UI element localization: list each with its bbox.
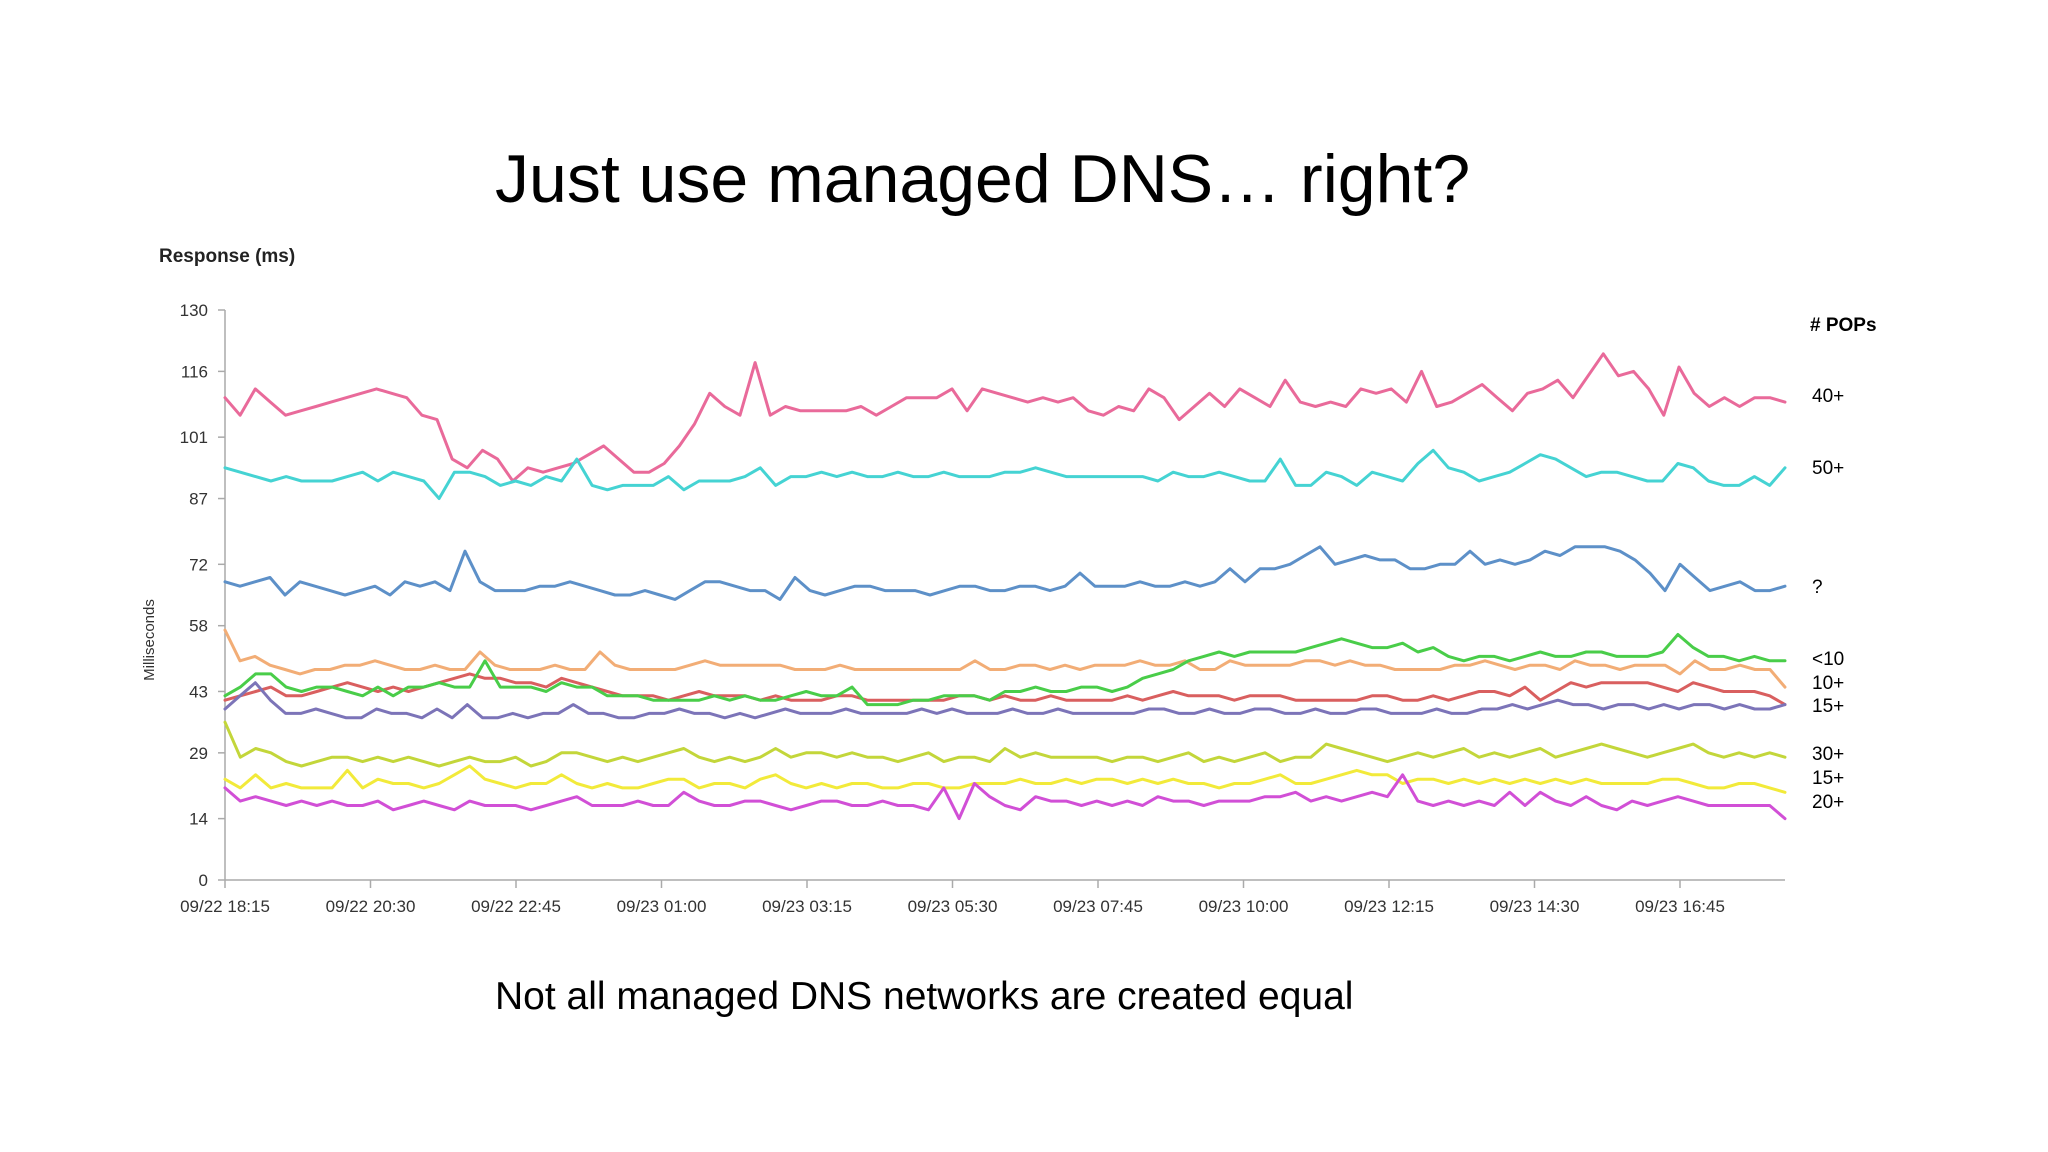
y-tick-label: 43 xyxy=(189,682,208,701)
x-ticks: 09/22 18:15 09/22 20:30 09/22 22:45 09/23 0… xyxy=(180,880,1725,916)
legend-item: 15+ xyxy=(1812,768,1844,789)
x-tick-label: 09/22 20:30 xyxy=(326,897,416,916)
x-tick-label: 09/22 22:45 xyxy=(471,897,561,916)
legend-item: 10+ xyxy=(1812,673,1844,694)
y-axis-label: Milliseconds xyxy=(141,599,158,681)
x-tick-label: 09/23 03:15 xyxy=(762,897,852,916)
legend-item: 30+ xyxy=(1812,744,1844,765)
y-tick-label: 29 xyxy=(189,744,208,763)
series-line-6 xyxy=(223,633,1787,707)
series-line-0 xyxy=(223,352,1787,483)
y-tick-label: 87 xyxy=(189,490,208,509)
y-tick-label: 14 xyxy=(189,810,208,829)
series-line-4 xyxy=(223,672,1787,707)
y-tick-label: 116 xyxy=(181,362,208,381)
series-line-8 xyxy=(223,764,1787,794)
chart-title: Response (ms) xyxy=(159,246,295,267)
x-tick-label: 09/23 12:15 xyxy=(1344,897,1434,916)
series-line-7 xyxy=(223,720,1787,768)
series-lines xyxy=(223,352,1787,821)
legend-item: 50+ xyxy=(1812,458,1844,479)
y-tick-label: 72 xyxy=(189,555,208,574)
legend-title: # POPs xyxy=(1810,315,1877,336)
series-line-9 xyxy=(223,773,1787,821)
x-tick-label: 09/23 14:30 xyxy=(1490,897,1580,916)
series-line-2 xyxy=(223,545,1787,601)
series-line-5 xyxy=(223,681,1787,720)
slide-title: Just use managed DNS… right? xyxy=(495,141,1471,217)
series-line-1 xyxy=(223,448,1787,500)
slide-caption: Not all managed DNS networks are created… xyxy=(495,975,1354,1018)
y-tick-label: 58 xyxy=(189,617,208,636)
y-tick-label: 101 xyxy=(180,428,208,447)
legend-item: 20+ xyxy=(1812,792,1844,813)
legend-item: <10 xyxy=(1812,649,1844,670)
y-tick-label: 130 xyxy=(180,301,208,320)
y-tick-label: 0 xyxy=(199,871,208,890)
x-tick-label: 09/23 07:45 xyxy=(1053,897,1143,916)
x-tick-label: 09/23 10:00 xyxy=(1199,897,1289,916)
legend-item: 15+ xyxy=(1812,696,1844,717)
x-tick-label: 09/22 18:15 xyxy=(180,897,270,916)
series-line-3 xyxy=(223,628,1787,689)
legend-item: 40+ xyxy=(1812,386,1844,407)
x-tick-label: 09/23 16:45 xyxy=(1635,897,1725,916)
y-ticks: 0 14 29 43 58 72 87 101 116 130 xyxy=(180,301,225,890)
x-tick-label: 09/23 05:30 xyxy=(908,897,998,916)
x-tick-label: 09/23 01:00 xyxy=(617,897,707,916)
legend-item: ? xyxy=(1812,577,1823,598)
